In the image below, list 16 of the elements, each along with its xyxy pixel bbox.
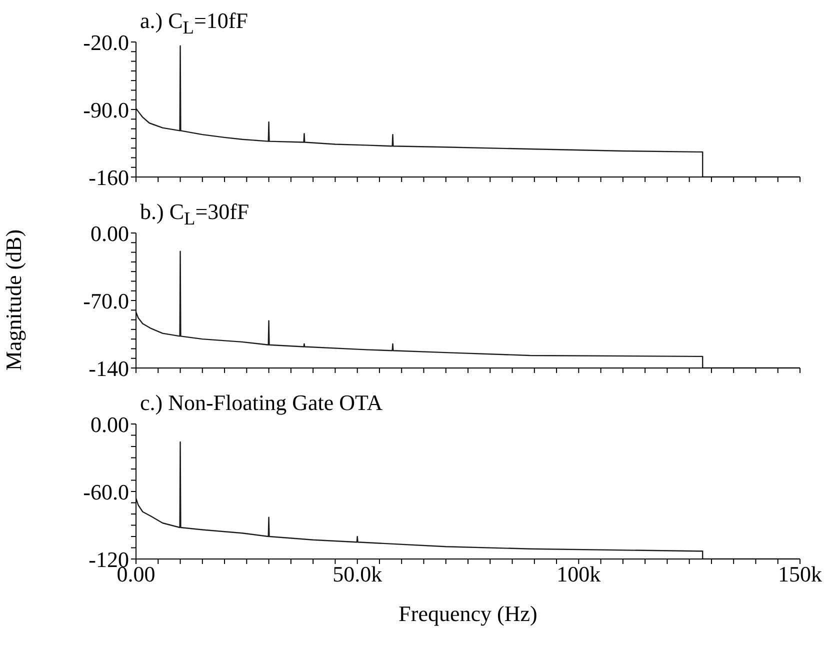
x-tick-label: 50.0k — [332, 562, 382, 587]
x-tick-label: 150k — [778, 562, 822, 587]
y-axis-title: Magnitude (dB) — [1, 229, 27, 371]
chart-title: b.) C$_{L}$=30fF — [140, 199, 250, 228]
y-tick-label: -160 — [88, 164, 129, 190]
y-tick-label: 0.00 — [90, 412, 129, 437]
y-tick-label: -70.0 — [83, 288, 129, 314]
x-axis-title: Frequency (Hz) — [398, 601, 538, 626]
x-tick-label: 100k — [556, 562, 601, 587]
y-tick-label: -140 — [88, 356, 129, 381]
chart-title: c.) Non-Floating Gate OTA — [140, 390, 383, 415]
chart-title: a.) C$_{L}$=10fF — [140, 8, 248, 38]
y-tick-label: -60.0 — [83, 479, 129, 504]
y-tick-label: -20.0 — [83, 30, 129, 55]
y-tick-label: 0.00 — [90, 220, 129, 246]
y-tick-label: -90.0 — [83, 97, 129, 122]
